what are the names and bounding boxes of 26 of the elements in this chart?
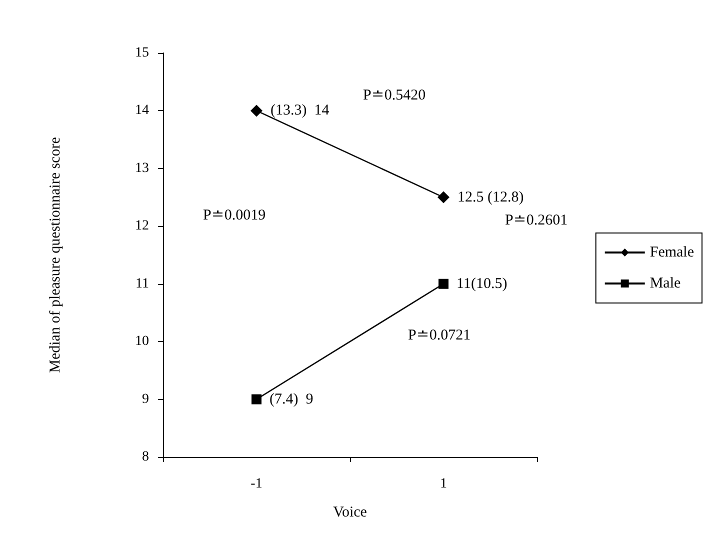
y-tick-label: 10 bbox=[135, 334, 149, 350]
annotation: P≐0.2601 bbox=[505, 212, 568, 228]
annotation: P≐0.5420 bbox=[363, 88, 426, 104]
x-tick-label: -1 bbox=[250, 476, 262, 492]
x-axis-title: Voice bbox=[333, 504, 368, 520]
data-label: (7.4) 9 bbox=[270, 391, 314, 408]
y-tick-label: 11 bbox=[136, 276, 149, 292]
annotation: P≐0.0019 bbox=[203, 208, 266, 224]
y-tick-label: 14 bbox=[135, 103, 149, 118]
data-label: (13.3) 14 bbox=[270, 102, 330, 119]
y-tick-label: 8 bbox=[142, 450, 149, 464]
y-tick-label: 15 bbox=[135, 46, 149, 60]
point bbox=[438, 191, 450, 204]
y-tick-label: 12 bbox=[135, 218, 149, 234]
y-tick-label: 9 bbox=[142, 392, 149, 407]
legend-label: Male bbox=[650, 276, 682, 292]
data-label: 12.5 (12.8) bbox=[458, 189, 524, 206]
point bbox=[252, 394, 262, 404]
legend-label: Female bbox=[650, 244, 694, 260]
data-label: 11(10.5) bbox=[456, 276, 508, 292]
point bbox=[250, 104, 262, 117]
annotation: P≐0.0721 bbox=[408, 328, 471, 344]
x-tick-label: 1 bbox=[440, 476, 447, 492]
point bbox=[438, 278, 448, 289]
y-tick-label: 13 bbox=[135, 160, 149, 176]
y-axis-title: Median of pleasure questionnaire score bbox=[48, 136, 64, 373]
